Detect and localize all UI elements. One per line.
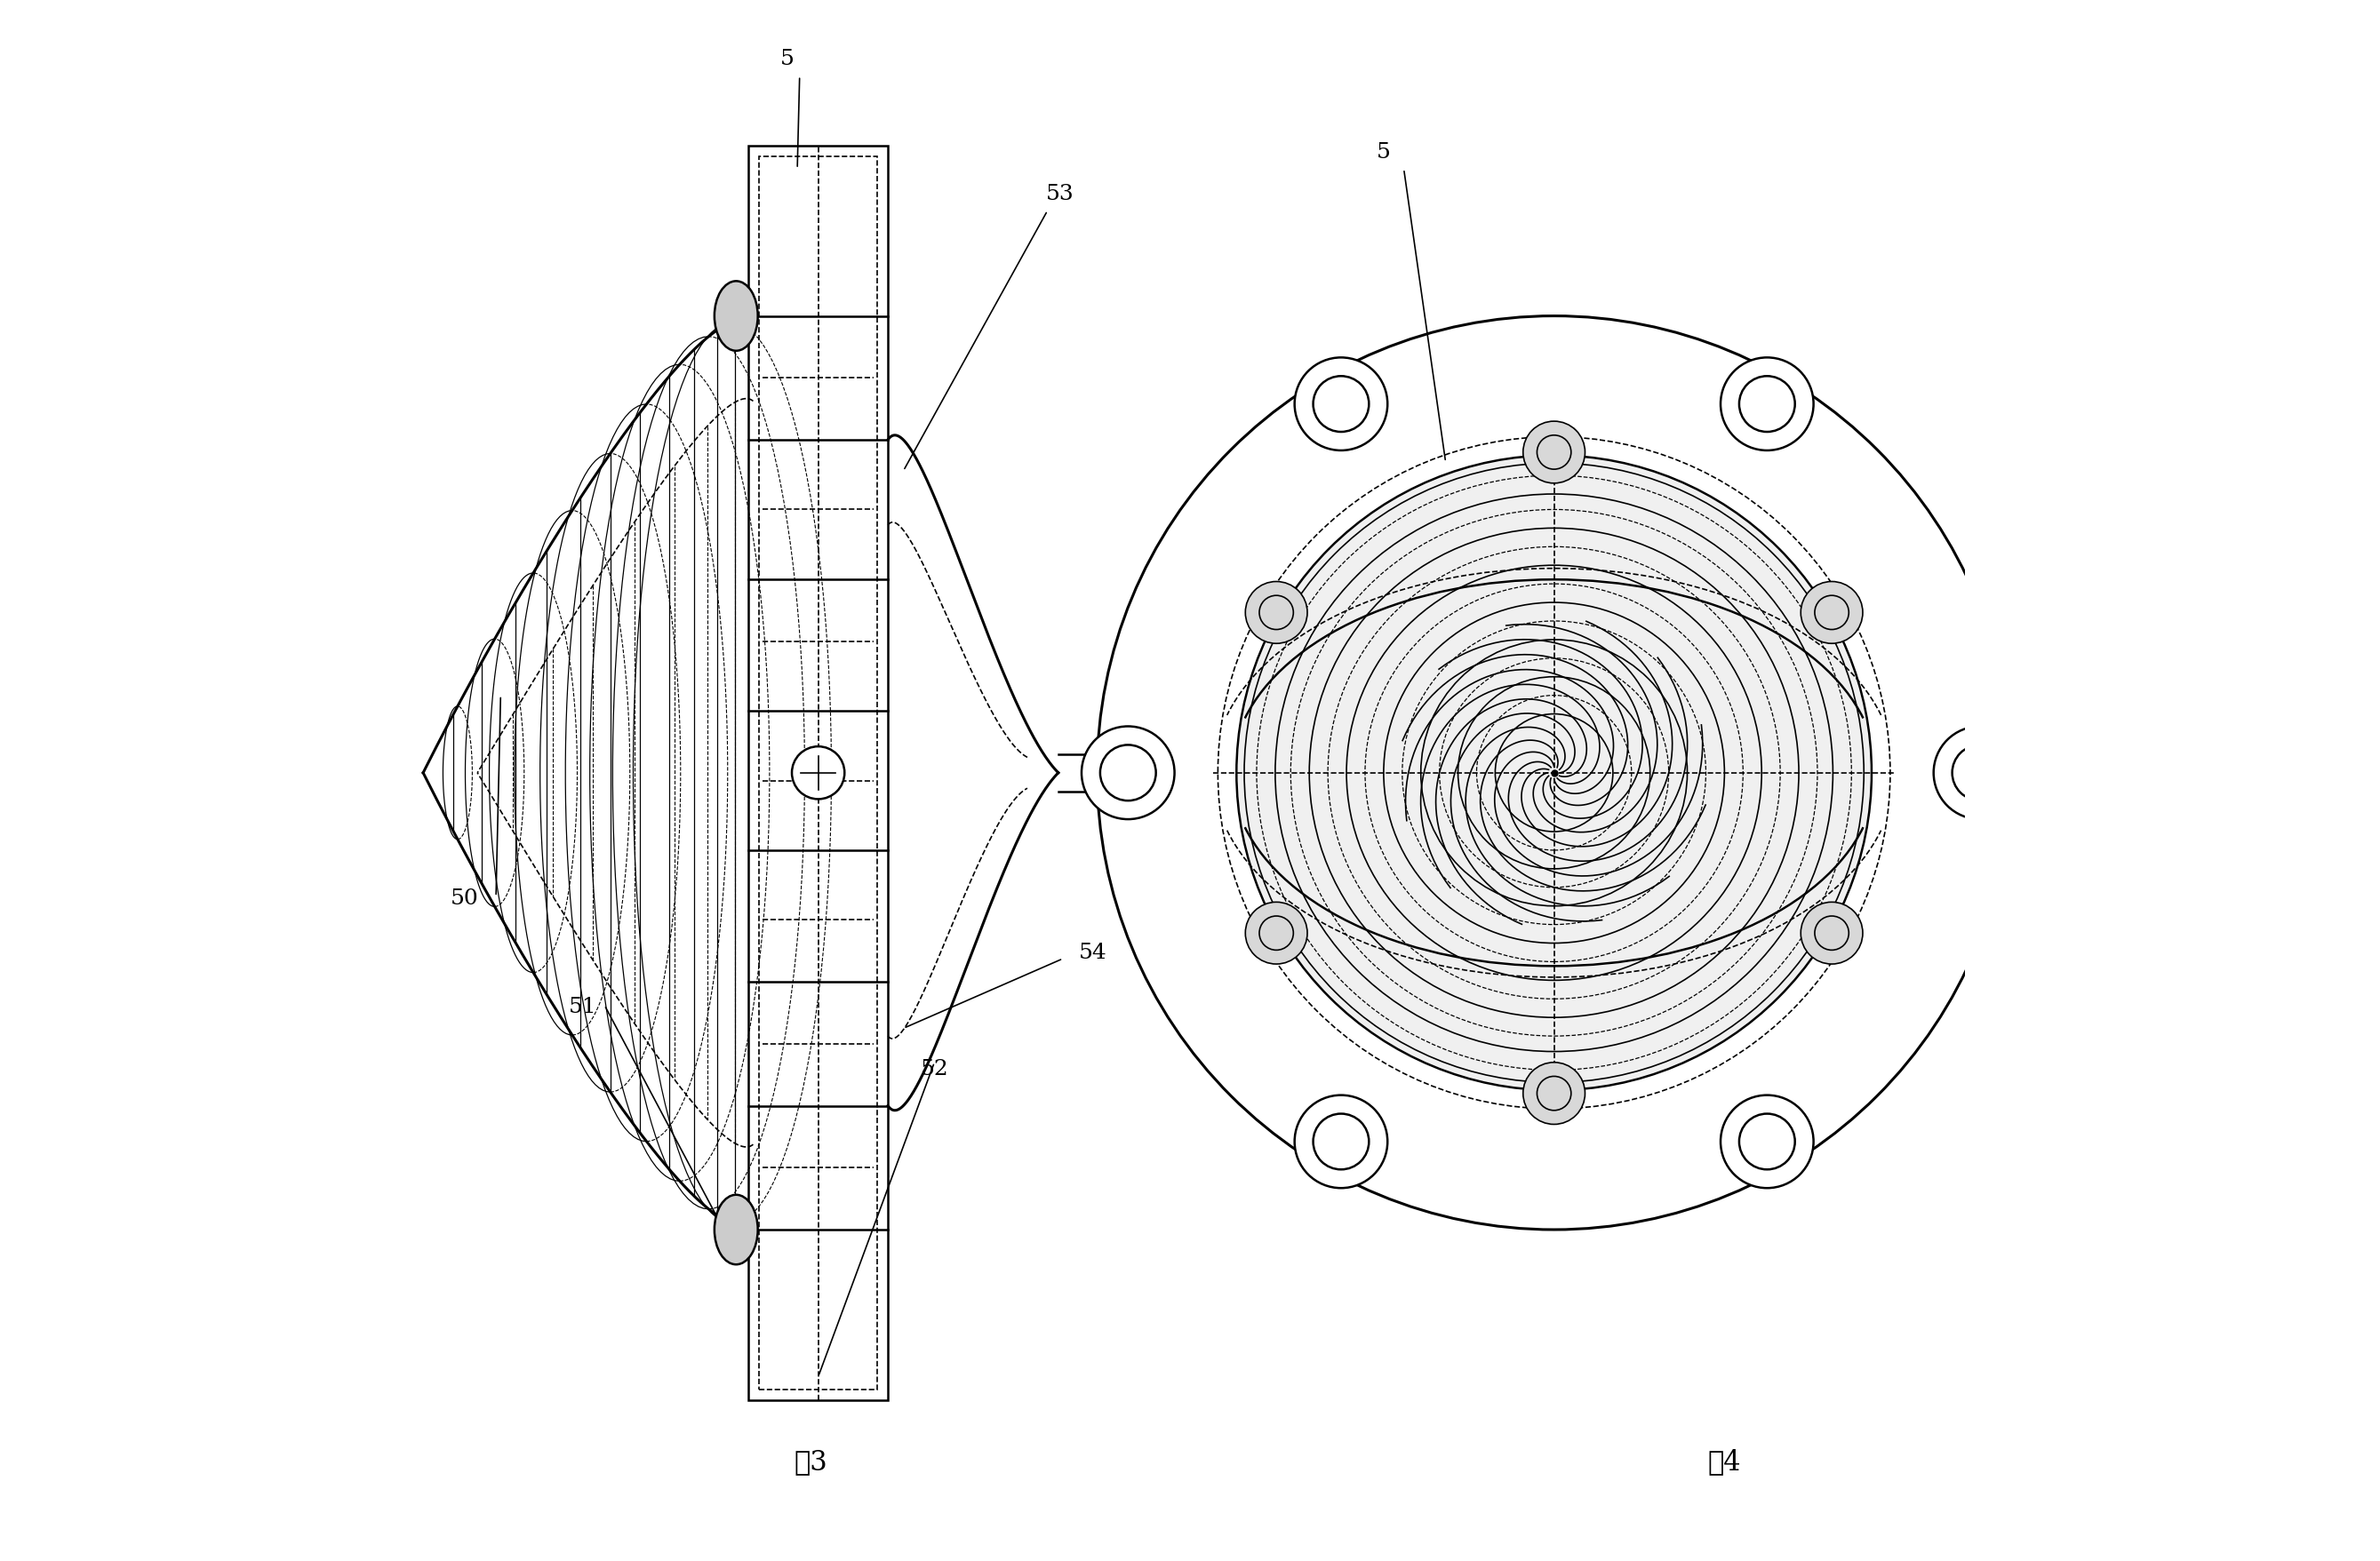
Circle shape bbox=[1100, 745, 1157, 801]
Circle shape bbox=[1081, 726, 1173, 820]
Circle shape bbox=[1245, 902, 1307, 965]
Text: 5: 5 bbox=[781, 48, 795, 69]
Circle shape bbox=[1314, 376, 1368, 432]
Bar bbox=[759, 156, 878, 1389]
Circle shape bbox=[1721, 357, 1814, 451]
Circle shape bbox=[1245, 582, 1307, 643]
Ellipse shape bbox=[714, 1194, 757, 1264]
Text: 图3: 图3 bbox=[793, 1449, 828, 1475]
Ellipse shape bbox=[714, 281, 757, 351]
Circle shape bbox=[1238, 456, 1871, 1090]
Circle shape bbox=[1740, 1113, 1795, 1169]
Text: 53: 53 bbox=[1045, 184, 1073, 204]
Text: 51: 51 bbox=[569, 997, 597, 1018]
Text: 图4: 图4 bbox=[1709, 1449, 1742, 1475]
Text: 50: 50 bbox=[450, 888, 478, 909]
Circle shape bbox=[1933, 726, 2025, 820]
Text: 52: 52 bbox=[1399, 1021, 1428, 1043]
Bar bbox=[747, 145, 888, 1400]
Text: 51: 51 bbox=[1307, 923, 1335, 943]
Circle shape bbox=[1523, 421, 1585, 484]
Circle shape bbox=[1802, 582, 1864, 643]
Circle shape bbox=[1721, 1096, 1814, 1188]
Circle shape bbox=[1740, 376, 1795, 432]
Circle shape bbox=[1802, 902, 1864, 965]
Text: 54: 54 bbox=[1078, 943, 1107, 963]
Circle shape bbox=[1295, 357, 1388, 451]
Circle shape bbox=[1314, 1113, 1368, 1169]
Circle shape bbox=[1952, 745, 2009, 801]
Circle shape bbox=[1523, 1063, 1585, 1124]
Text: 5: 5 bbox=[1376, 142, 1390, 162]
Circle shape bbox=[793, 746, 845, 799]
Circle shape bbox=[1295, 1096, 1388, 1188]
Text: 52: 52 bbox=[921, 1058, 950, 1079]
